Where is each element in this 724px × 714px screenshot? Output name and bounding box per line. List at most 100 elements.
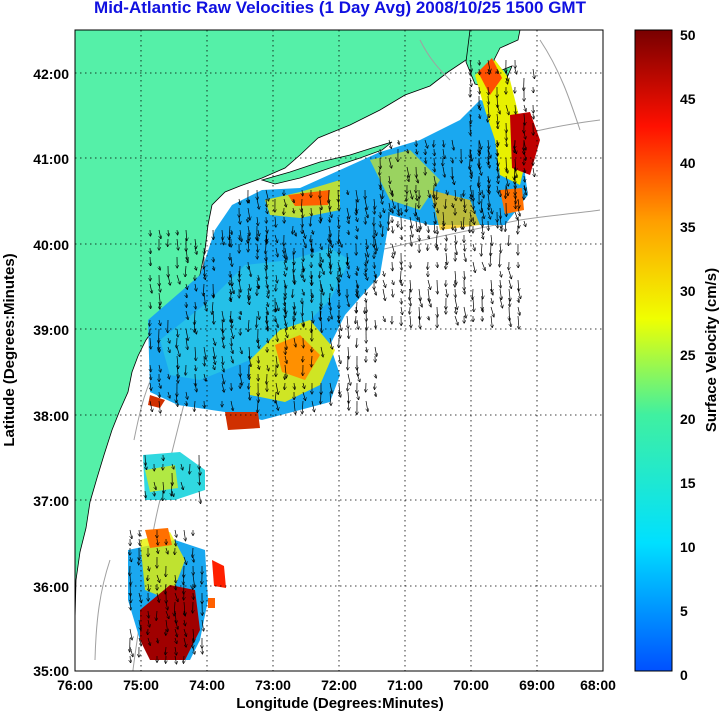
velocity-arrow (212, 337, 215, 345)
velocity-arrow (159, 265, 160, 270)
velocity-arrow (329, 216, 330, 222)
velocity-arrow (416, 220, 417, 232)
velocity-arrow (175, 646, 176, 655)
velocity-arrow (479, 68, 480, 75)
velocity-arrow (455, 189, 456, 200)
velocity-arrow (428, 288, 430, 302)
velocity-arrow (175, 637, 177, 643)
velocity-arrow (428, 234, 429, 238)
velocity-arrow (388, 220, 389, 230)
velocity-arrow (159, 391, 160, 397)
velocity-arrow (347, 189, 348, 194)
velocity-arrow (150, 364, 151, 372)
velocity-arrow (491, 279, 492, 292)
velocity-arrow (302, 189, 303, 196)
velocity-arrow (509, 288, 510, 301)
velocity-arrow (406, 166, 409, 177)
velocity-arrow (302, 207, 303, 217)
velocity-arrow (488, 139, 489, 149)
velocity-arrow (199, 472, 200, 485)
velocity-arrow (195, 247, 197, 254)
velocity-arrow (455, 225, 456, 231)
velocity-arrow (488, 95, 489, 104)
velocity-arrow (517, 288, 521, 298)
velocity-arrow (488, 176, 489, 183)
velocity-arrow (199, 463, 200, 475)
velocity-arrow (443, 139, 444, 147)
velocity-arrow (419, 306, 420, 319)
velocity-arrow (320, 346, 323, 357)
velocity-arrow (487, 148, 491, 157)
x-tick-label: 70:00 (453, 677, 489, 693)
velocity-arrow (383, 207, 384, 212)
velocity-arrow (514, 140, 515, 149)
velocity-arrow (389, 175, 390, 183)
velocity-arrow (418, 216, 421, 229)
velocity-arrow (478, 139, 481, 149)
velocity-arrow (374, 198, 375, 209)
velocity-arrow (167, 274, 170, 285)
velocity-arrow (320, 243, 322, 249)
velocity-arrow (129, 628, 132, 640)
velocity-arrow (355, 189, 358, 202)
velocity-arrow (348, 346, 349, 359)
y-tick-label: 41:00 (33, 151, 69, 167)
velocity-arrow (398, 139, 399, 144)
y-tick-label: 38:00 (33, 408, 69, 424)
velocity-arrow (174, 601, 175, 616)
velocity-arrow (150, 373, 151, 380)
velocity-arrow (185, 265, 186, 277)
velocity-arrow (186, 337, 188, 349)
velocity-arrow (446, 252, 447, 265)
x-tick-label: 75:00 (123, 677, 159, 693)
velocity-arrow (497, 220, 498, 228)
velocity-arrow (355, 315, 356, 323)
velocity-arrow (266, 315, 268, 329)
velocity-arrow (365, 270, 366, 276)
velocity-arrow (177, 229, 178, 235)
velocity-arrow (380, 148, 381, 154)
velocity-arrow (524, 184, 526, 190)
velocity-arrow (497, 140, 498, 145)
velocity-arrow (320, 279, 322, 292)
velocity-arrow (488, 104, 489, 118)
velocity-arrow (452, 202, 453, 207)
velocity-arrow (356, 337, 357, 347)
velocity-arrow (389, 202, 391, 211)
velocity-arrow (139, 619, 141, 630)
velocity-arrow (330, 391, 331, 405)
velocity-arrow (437, 207, 438, 213)
velocity-arrow (130, 601, 131, 610)
velocity-arrow (181, 463, 183, 470)
velocity-arrow (427, 279, 430, 289)
velocity-arrow (428, 225, 429, 232)
y-tick-label: 35:00 (33, 663, 69, 679)
velocity-arrow (410, 297, 411, 306)
velocity-arrow (203, 346, 206, 359)
velocity-arrow (148, 565, 149, 571)
velocity-arrow (177, 328, 178, 337)
velocity-arrow (159, 292, 160, 305)
velocity-arrow (183, 628, 186, 636)
velocity-arrow (212, 301, 213, 314)
velocity-arrow (195, 382, 197, 392)
velocity-arrow (150, 301, 151, 308)
velocity-arrow (203, 301, 207, 311)
velocity-arrow (364, 252, 367, 263)
velocity-arrow (175, 655, 176, 664)
velocity-arrow (401, 261, 402, 270)
velocity-arrow (267, 292, 268, 298)
velocity-arrow (488, 149, 489, 159)
velocity-arrow (163, 481, 164, 493)
velocity-arrow (499, 297, 502, 308)
velocity-arrow (249, 283, 250, 290)
velocity-arrow (321, 256, 323, 262)
velocity-arrow (500, 207, 501, 218)
velocity-arrow (328, 243, 329, 256)
velocity-arrow (463, 189, 464, 196)
velocity-arrow (464, 243, 465, 251)
velocity-arrow (461, 220, 462, 229)
velocity-arrow (248, 319, 249, 331)
colorbar-label: Surface Velocity (cm/s) (703, 268, 720, 432)
